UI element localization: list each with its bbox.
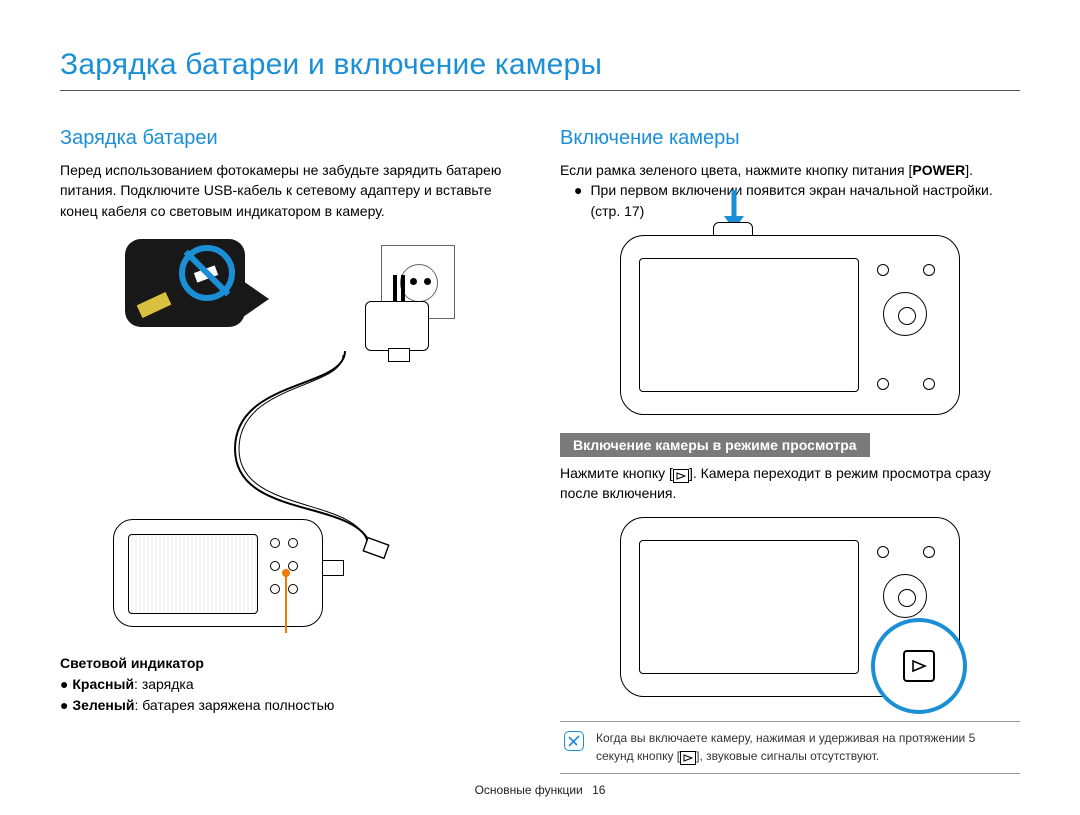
camera-playback-illustration (620, 517, 960, 697)
prohibit-icon (179, 245, 235, 301)
playback-button-callout (871, 618, 967, 714)
playback-button-icon (903, 650, 935, 682)
charging-intro: Перед использованием фотокамеры не забуд… (60, 160, 520, 221)
page-footer: Основные функции 16 (0, 783, 1080, 797)
note-text: Когда вы включаете камеру, нажимая и уде… (596, 730, 1012, 765)
indicator-red-text: : зарядка (134, 676, 194, 692)
playback-text: Нажмите кнопку []. Камера переходит в ре… (560, 463, 1020, 504)
poweron-line1: Если рамка зеленого цвета, нажмите кнопк… (560, 160, 1020, 180)
charging-illustration (60, 239, 520, 639)
footer-section: Основные функции (475, 783, 583, 797)
footer-page-number: 16 (592, 783, 605, 797)
playback-subheading: Включение камеры в режиме просмотра (560, 433, 870, 457)
power-button-icon (713, 222, 753, 236)
note-box: Когда вы включаете камеру, нажимая и уде… (560, 721, 1020, 774)
poweron-bullet: ● При первом включении появится экран на… (574, 180, 1020, 221)
right-column: Включение камеры Если рамка зеленого цве… (560, 127, 1020, 774)
power-label: POWER (912, 162, 965, 178)
camera-power-illustration (620, 235, 960, 415)
indicator-title: Световой индикатор (60, 653, 520, 674)
indicator-legend: Световой индикатор ● Красный: зарядка ● … (60, 653, 520, 716)
indicator-green-label: Зеленый (72, 697, 134, 713)
poweron-heading: Включение камеры (560, 127, 1020, 150)
camera-rear-icon (113, 519, 323, 627)
usb-variant-box (125, 239, 245, 327)
indicator-red-label: Красный (72, 676, 134, 692)
page-title: Зарядка батареи и включение камеры (60, 48, 1020, 91)
charging-heading: Зарядка батареи (60, 127, 520, 150)
indicator-green-text: : батарея заряжена полностью (134, 697, 334, 713)
left-column: Зарядка батареи Перед использованием фот… (60, 127, 520, 774)
play-icon (680, 751, 696, 765)
power-adapter-icon (365, 301, 429, 351)
note-icon (564, 731, 584, 751)
play-icon (673, 469, 689, 483)
